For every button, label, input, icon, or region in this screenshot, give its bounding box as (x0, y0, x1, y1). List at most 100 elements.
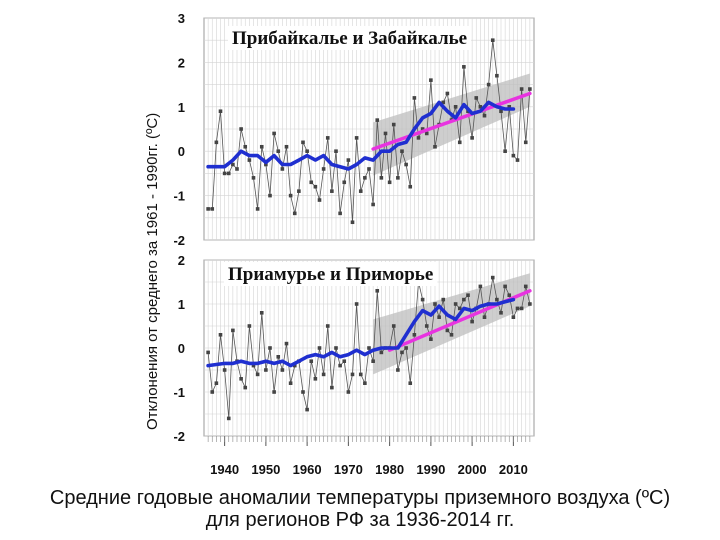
annual-anomaly-point (313, 184, 318, 189)
annual-anomaly-point (383, 131, 388, 136)
annual-anomaly-point (429, 337, 433, 341)
annual-anomaly-point (445, 91, 450, 96)
annual-anomaly-point (503, 149, 507, 153)
annual-anomaly-point (528, 87, 532, 91)
annual-anomaly-point (412, 333, 417, 337)
annual-anomaly-point (412, 96, 417, 100)
panel-2: -2 -1 0 1 2 Приамурье и Приморье (173, 253, 535, 444)
annual-anomaly-point (363, 176, 367, 180)
annual-anomaly-point (280, 368, 285, 372)
annual-anomaly-point (206, 207, 210, 211)
annual-anomaly-point (301, 140, 305, 145)
annual-anomaly-point (420, 297, 425, 302)
annual-anomaly-point (243, 144, 248, 149)
annual-anomaly-point (218, 333, 223, 337)
annual-anomaly-point (309, 180, 314, 185)
annual-anomaly-point (457, 306, 462, 311)
annual-anomaly-point (210, 207, 215, 211)
annual-anomaly-point (396, 176, 400, 180)
annual-anomaly-point (408, 381, 413, 385)
annual-anomaly-point (400, 350, 404, 355)
annual-anomaly-point (379, 350, 384, 355)
panel-1: -2 -1 0 1 2 3 Прибайкалье и Забайкалье (173, 11, 535, 248)
annual-anomaly-point (499, 311, 503, 315)
annual-anomaly-point (358, 189, 363, 193)
annual-anomaly-point (222, 368, 227, 372)
annual-anomaly-point (214, 140, 219, 145)
annual-anomaly-point (420, 127, 425, 131)
annual-anomaly-point (276, 355, 281, 359)
annual-anomaly-point (453, 105, 458, 109)
annual-anomaly-point (462, 65, 466, 69)
plot-area (206, 273, 532, 421)
annual-anomaly-point (346, 158, 351, 162)
annual-anomaly-point (210, 390, 215, 394)
y-tick-label: 1 (178, 297, 185, 312)
annual-anomaly-point (350, 372, 355, 377)
annual-anomaly-point (424, 324, 429, 328)
y-axis-label: Отклонения от среднего за 1961 - 1990гг.… (144, 113, 161, 430)
annual-anomaly-point (449, 333, 454, 337)
y-tick-label: 2 (178, 55, 185, 70)
annual-anomaly-point (288, 193, 293, 198)
annual-anomaly-point (325, 136, 330, 140)
x-axis-ticks: 1940 1950 1960 1970 1980 1990 2000 2010 (207, 436, 531, 477)
annual-anomaly-point (231, 328, 235, 333)
annual-anomaly-point (528, 302, 532, 306)
annual-anomaly-point (243, 385, 248, 390)
annual-anomaly-point (222, 171, 227, 176)
annual-anomaly-point (486, 82, 491, 87)
annual-anomaly-point (437, 315, 441, 319)
annual-anomaly-point (470, 136, 474, 140)
annual-anomaly-point (239, 127, 243, 131)
annual-anomaly-point (317, 198, 322, 202)
annual-anomaly-point (325, 324, 330, 328)
annual-anomaly-point (251, 363, 256, 368)
annual-anomaly-point (495, 73, 499, 78)
annual-anomaly-point (338, 211, 342, 216)
annual-anomaly-point (363, 381, 367, 385)
annual-anomaly-point (499, 109, 503, 114)
annual-anomaly-point (226, 171, 231, 176)
annual-anomaly-point (404, 162, 408, 167)
annual-anomaly-point (424, 131, 429, 136)
annual-anomaly-point (346, 390, 351, 394)
annual-anomaly-point (206, 350, 210, 355)
annual-anomaly-point (330, 189, 334, 193)
annual-anomaly-point (321, 167, 326, 171)
annual-anomaly-point (317, 346, 322, 350)
annual-anomaly-point (441, 297, 446, 302)
annual-anomaly-point (264, 162, 268, 167)
annual-anomaly-point (284, 341, 289, 346)
y-tick-label: 0 (178, 341, 185, 356)
annual-anomaly-point (276, 149, 281, 153)
annual-anomaly-point (511, 153, 516, 158)
x-tick-label: 1940 (210, 462, 239, 477)
annual-anomaly-point (239, 377, 243, 381)
x-tick-label: 1980 (375, 462, 404, 477)
annual-anomaly-point (313, 377, 318, 381)
annual-anomaly-point (292, 363, 297, 368)
x-tick-label: 1970 (334, 462, 363, 477)
x-tick-label: 2000 (458, 462, 487, 477)
panel-title: Приамурье и Приморье (228, 264, 433, 285)
annual-anomaly-point (503, 284, 507, 289)
panel-title-background (228, 26, 472, 50)
caption-line-2: для регионов РФ за 1936-2014 гг. (205, 509, 515, 531)
panel-title-background (224, 262, 438, 286)
annual-anomaly-point (478, 284, 483, 289)
annual-anomaly-point (251, 176, 256, 180)
x-tick-label: 2010 (499, 462, 528, 477)
annual-anomaly-point (375, 289, 380, 293)
y-tick-label: -2 (173, 429, 185, 444)
annual-anomaly-point (523, 140, 528, 145)
y-tick-label: 2 (178, 253, 185, 268)
annual-anomaly-point (391, 324, 396, 328)
annual-anomaly-point (309, 359, 314, 363)
annual-anomaly-point (400, 149, 404, 153)
y-tick-label: 3 (178, 11, 185, 26)
annual-anomaly-point (305, 149, 309, 153)
plot-area (206, 38, 532, 225)
annual-anomaly-point (350, 220, 355, 225)
annual-anomaly-point (231, 162, 235, 167)
